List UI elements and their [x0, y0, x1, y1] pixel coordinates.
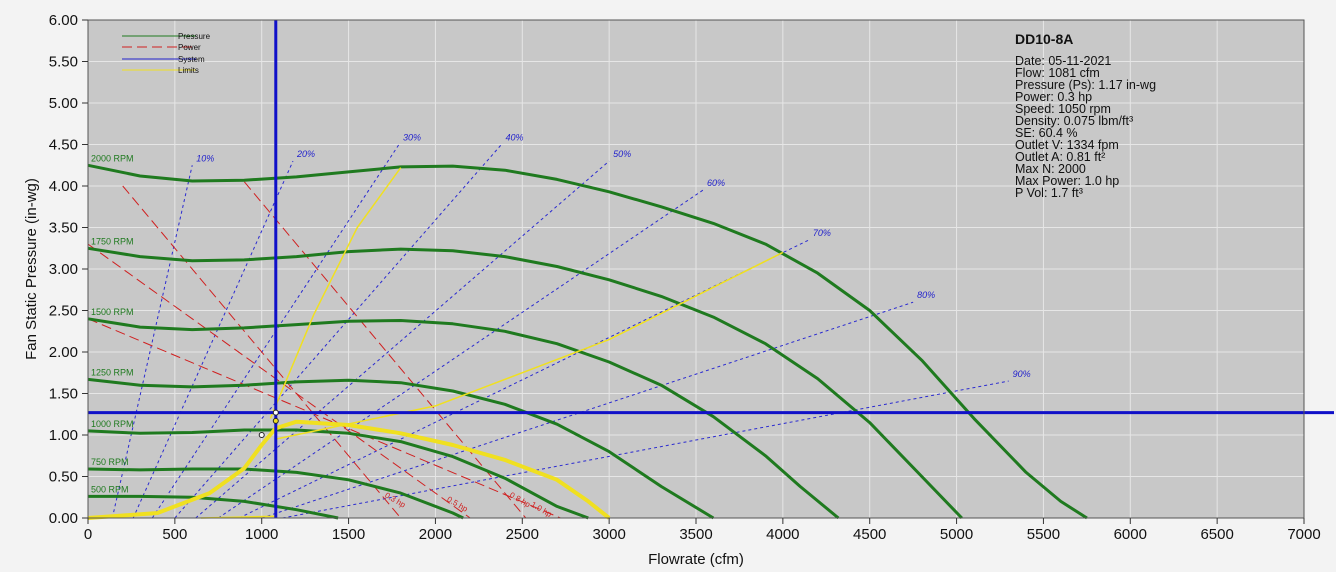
y-tick-label: 5.00: [49, 95, 78, 112]
efficiency-label: 50%: [613, 149, 631, 159]
y-tick-label: 5.50: [49, 54, 78, 71]
operating-point: [273, 418, 278, 423]
efficiency-label: 30%: [403, 133, 421, 143]
efficiency-label: 80%: [917, 290, 935, 300]
y-tick-label: 0.00: [49, 510, 78, 527]
pressure-curve-label: 1750 RPM: [91, 236, 134, 246]
y-tick-label: 2.50: [49, 303, 78, 320]
x-tick-label: 5000: [940, 526, 973, 543]
y-tick-label: 1.50: [49, 386, 78, 403]
efficiency-label: 20%: [296, 149, 315, 159]
x-tick-label: 7000: [1287, 526, 1320, 543]
x-tick-label: 3000: [592, 526, 625, 543]
efficiency-label: 40%: [505, 133, 523, 143]
y-tick-label: 0.50: [49, 469, 78, 486]
marker-point: [259, 433, 264, 438]
info-line-p-vol: P Vol: 1.7 ft³: [1015, 186, 1083, 200]
efficiency-label: 60%: [707, 178, 725, 188]
x-tick-label: 3500: [679, 526, 712, 543]
efficiency-label: 90%: [1013, 369, 1031, 379]
pressure-curve-label: 500 RPM: [91, 484, 129, 494]
x-tick-label: 5500: [1027, 526, 1060, 543]
x-tick-label: 1500: [332, 526, 365, 543]
x-tick-label: 500: [162, 526, 187, 543]
pressure-curve-label: 2000 RPM: [91, 153, 134, 163]
x-axis-title: Flowrate (cfm): [648, 551, 744, 568]
y-tick-label: 1.00: [49, 427, 78, 444]
x-tick-label: 0: [84, 526, 92, 543]
legend-limits-label: Limits: [178, 66, 199, 75]
y-tick-label: 4.00: [49, 178, 78, 195]
legend-power-label: Power: [178, 43, 201, 52]
x-tick-label: 6500: [1200, 526, 1233, 543]
x-tick-label: 4500: [853, 526, 886, 543]
pressure-curve-label: 1500 RPM: [91, 307, 134, 317]
legend-system-label: System: [178, 55, 205, 64]
x-tick-label: 2500: [506, 526, 539, 543]
y-tick-label: 6.00: [49, 12, 78, 29]
x-tick-label: 1000: [245, 526, 278, 543]
pressure-curve-label: 1000 RPM: [91, 419, 134, 429]
y-tick-label: 2.00: [49, 344, 78, 361]
x-tick-label: 6000: [1114, 526, 1147, 543]
y-tick-label: 3.50: [49, 220, 78, 237]
pressure-curve-label: 750 RPM: [91, 457, 129, 467]
marker-point: [273, 410, 278, 415]
pressure-curve-label: 1250 RPM: [91, 367, 134, 377]
x-tick-label: 2000: [419, 526, 452, 543]
efficiency-label: 70%: [813, 228, 831, 238]
y-axis-title: Fan Static Pressure (in-wg): [23, 178, 40, 360]
legend-pressure-label: Pressure: [178, 32, 211, 41]
y-tick-label: 3.00: [49, 261, 78, 278]
info-title: DD10-8A: [1015, 31, 1073, 47]
efficiency-label: 10%: [196, 153, 214, 163]
x-tick-label: 4000: [766, 526, 799, 543]
y-tick-label: 4.50: [49, 137, 78, 154]
